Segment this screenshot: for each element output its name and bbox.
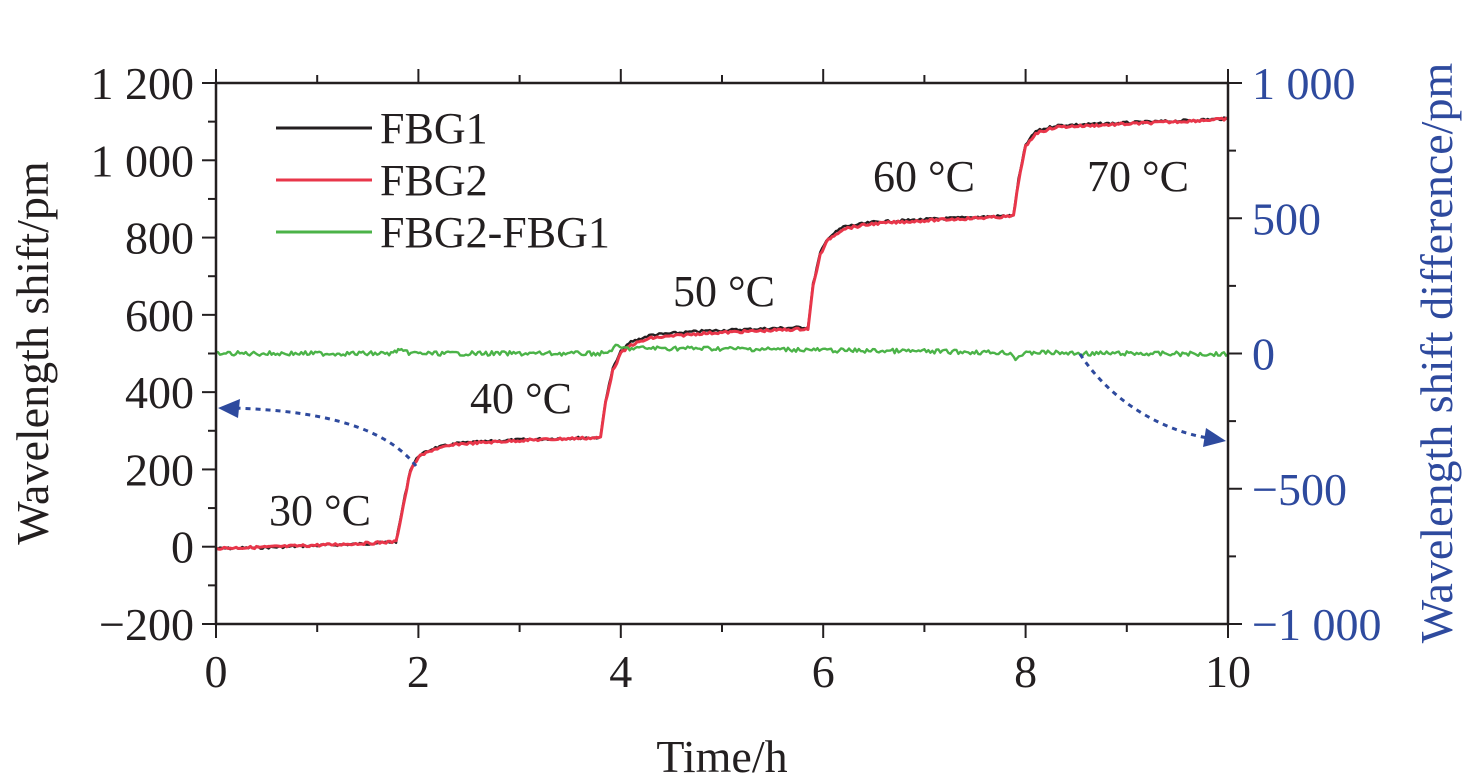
legend-label-fbg2: FBG2 xyxy=(380,156,488,205)
y-tick-label: 1 000 xyxy=(91,135,195,186)
annotation-70c: 70 °C xyxy=(1087,152,1189,201)
x-tick-label: 2 xyxy=(407,646,430,697)
series-line-fbg2 xyxy=(215,116,1229,551)
y-tick-label: 600 xyxy=(125,290,194,341)
y-tick-label: 400 xyxy=(125,367,194,418)
y2-tick-label: 1 000 xyxy=(1252,58,1356,109)
annotation-30c: 30 °C xyxy=(269,486,371,535)
y-tick-label: 1 200 xyxy=(91,58,195,109)
legend-label-fbg1: FBG1 xyxy=(380,104,488,153)
x-tick-label: 10 xyxy=(1205,646,1251,697)
tick-marks xyxy=(202,69,1242,638)
y2-tick-label: −1 000 xyxy=(1252,599,1381,650)
x-tick-label: 6 xyxy=(812,646,835,697)
series-lines xyxy=(215,116,1229,551)
y2-tick-label: 0 xyxy=(1252,329,1275,380)
legend: FBG1 FBG2 FBG2-FBG1 xyxy=(276,104,610,257)
y-tick-label: 200 xyxy=(125,444,194,495)
y2-axis-label: Wavelength shift difference/pm xyxy=(1411,63,1462,644)
y-axis-label: Wavelength shift/pm xyxy=(7,161,58,545)
y2-tick-label: 500 xyxy=(1252,193,1321,244)
legend-label-fbg2-fbg1: FBG2-FBG1 xyxy=(380,208,610,257)
y2-tick-label: −500 xyxy=(1252,464,1347,515)
axis-indicator-arrows xyxy=(218,353,1226,467)
annotation-60c: 60 °C xyxy=(873,152,975,201)
x-axis-label: Time/h xyxy=(656,731,787,782)
annotation-40c: 40 °C xyxy=(470,374,572,423)
left-axis-arrow xyxy=(231,406,418,467)
annotation-50c: 50 °C xyxy=(673,267,775,316)
x-tick-label: 4 xyxy=(609,646,632,697)
y-tick-label: 800 xyxy=(125,213,194,264)
right-arrow-head xyxy=(1203,428,1226,447)
left-arrow-head xyxy=(218,399,240,418)
temperature-annotations: 30 °C 40 °C 50 °C 60 °C 70 °C xyxy=(269,152,1189,535)
x-tick-label: 0 xyxy=(205,646,228,697)
y-tick-label: −200 xyxy=(99,599,194,650)
right-axis-arrow xyxy=(1078,353,1209,440)
series-line-fbg2-fbg1 xyxy=(215,343,1229,362)
plot-frame xyxy=(214,81,1230,626)
y-tick-label: 0 xyxy=(171,522,194,573)
x-tick-label: 8 xyxy=(1014,646,1037,697)
